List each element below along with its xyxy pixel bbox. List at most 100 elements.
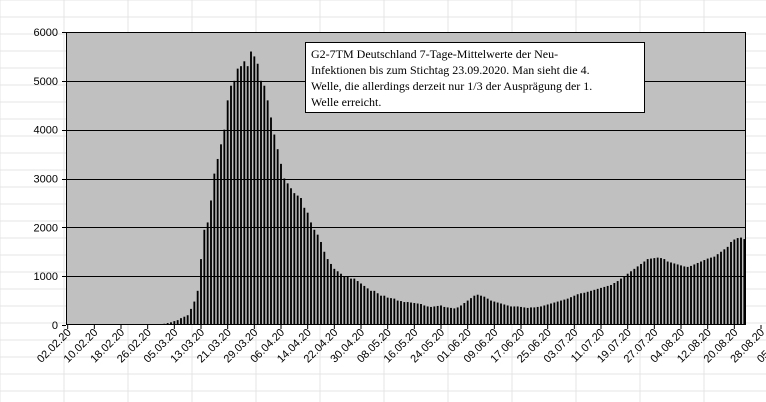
bar [683,266,686,325]
y-tick-label: 4000 [34,125,58,137]
bar [670,262,672,325]
bar [303,207,306,325]
bar [253,56,256,326]
bar [326,259,329,325]
bar [210,200,212,325]
bar [566,298,569,325]
bar [490,300,492,325]
bar [513,306,516,325]
bar [676,264,679,325]
bar [520,306,522,325]
bar [546,304,549,325]
bar [570,297,572,325]
bar [650,258,652,325]
bar [233,80,236,325]
bar [443,306,446,325]
bar [216,158,219,325]
bar [690,265,692,325]
bar [623,276,626,325]
bar [226,100,229,326]
bar [693,264,696,325]
bar [580,293,582,325]
bar [600,287,602,325]
bar [186,315,189,325]
bar [583,292,586,325]
bar [373,290,376,325]
bar [726,246,729,325]
bar [286,183,289,325]
bar [423,305,426,325]
bar [720,251,722,325]
bar [620,278,622,325]
bar [420,304,422,325]
bar [180,318,182,325]
bar [300,198,302,325]
bar [626,273,629,325]
y-tick-labels: 0 1000 2000 3000 4000 5000 6000 [34,27,58,332]
bar [713,256,716,325]
annotation-line: Infektionen bis zum Stichtag 23.09.2020.… [311,63,590,77]
bar [663,259,666,325]
bar [453,308,456,325]
bar [393,298,396,325]
bar [573,295,576,325]
bar [476,294,479,325]
y-tick-label: 0 [52,320,58,332]
bar [270,117,272,326]
bar [293,193,296,325]
bar [280,163,282,325]
bar [450,307,452,325]
bar [500,303,502,325]
bar [736,238,739,325]
bar [190,308,192,325]
bar [666,261,669,325]
bar [246,66,249,326]
bar [313,229,316,325]
bar [383,295,386,325]
bar [526,307,529,325]
bar [463,303,466,325]
bar [576,294,579,325]
bar [220,144,222,325]
bar [376,293,379,325]
bar [363,285,366,325]
bars [150,51,746,326]
bar [740,237,742,325]
bar [610,284,612,325]
bar [560,300,562,325]
bar [196,290,199,325]
bar [366,288,369,326]
bar [356,281,359,325]
bar [543,305,546,325]
bar [336,271,339,325]
bar [640,263,642,325]
bar [390,298,392,325]
bar [440,305,442,325]
bar [320,241,322,325]
bar [606,285,609,325]
bar [446,307,449,325]
bar [386,297,389,325]
bar [696,262,699,325]
bar [540,306,542,325]
bar [273,134,276,325]
y-tick-label: 5000 [34,76,58,88]
bar [553,302,556,325]
bar [700,261,702,325]
bar [486,298,489,325]
plot-frame [66,32,746,325]
bar [173,321,176,325]
bar [470,298,472,325]
bar [193,301,196,325]
bar [296,195,299,325]
bar [613,283,616,325]
bar [236,68,239,326]
bar [493,301,496,325]
bar [660,258,662,325]
bar [636,266,639,325]
bar [360,283,362,325]
bar [370,290,372,325]
bar [550,303,552,325]
